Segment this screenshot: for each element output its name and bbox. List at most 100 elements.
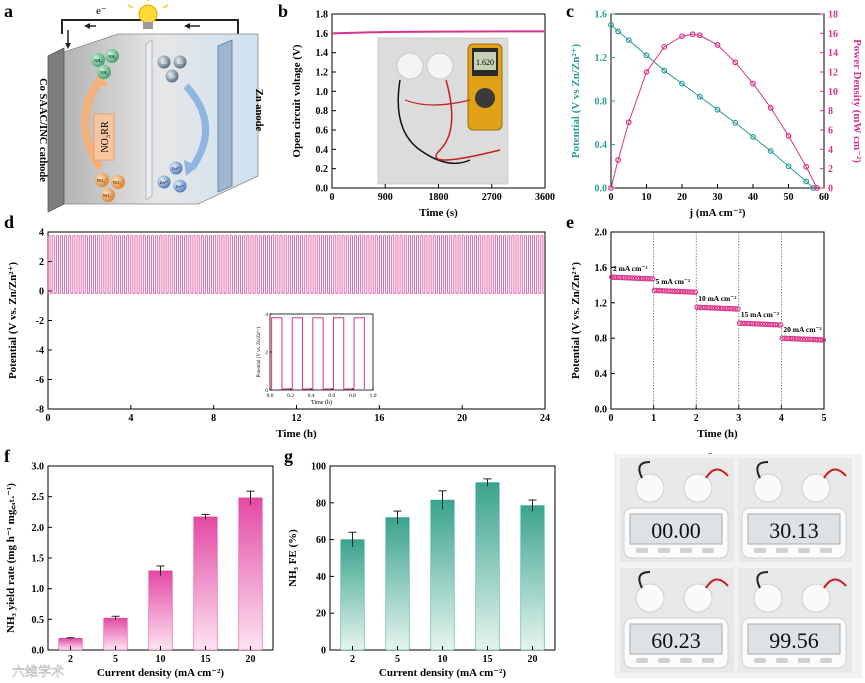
e-point bbox=[807, 336, 814, 343]
c-x-tick-label: 50 bbox=[784, 192, 794, 203]
d-x-tick-label: 4 bbox=[128, 413, 133, 424]
timer-button bbox=[680, 658, 692, 663]
c-x-tick-label: 20 bbox=[677, 192, 687, 203]
e-point bbox=[777, 322, 784, 328]
c-point-left bbox=[625, 37, 632, 43]
cell-cap-left bbox=[635, 473, 665, 503]
black-clip bbox=[756, 571, 769, 589]
c-y2-tick-label: 14 bbox=[828, 48, 838, 59]
d-inset-x-tick-label: 0.0 bbox=[267, 393, 274, 399]
e-y-tick-label: 1.6 bbox=[595, 263, 608, 274]
b-y-tick-label: 0.6 bbox=[316, 126, 329, 137]
f-x-label: Current density (mA cm⁻²) bbox=[97, 667, 224, 679]
electron-label-1: e⁻ bbox=[96, 5, 107, 17]
c-point-left bbox=[810, 185, 817, 191]
e-point bbox=[694, 304, 700, 310]
e-point bbox=[672, 288, 678, 295]
e-point bbox=[629, 275, 636, 281]
e-point bbox=[654, 287, 660, 294]
f-x-tick-label: 20 bbox=[246, 654, 256, 665]
d-inset-y-tick-label: 2 bbox=[265, 350, 268, 356]
g-y-label: NH₃ FE (%) bbox=[287, 529, 299, 587]
e-x-tick-label: 5 bbox=[822, 413, 827, 424]
d-inset-y-label: Potential (V vs. Zn/Zn²⁺) bbox=[256, 326, 262, 377]
c-y-tick-label: 0.8 bbox=[595, 97, 608, 108]
e-point bbox=[656, 287, 663, 294]
d-inset-x-tick-label: 0.4 bbox=[308, 393, 315, 399]
c-point-left bbox=[803, 178, 810, 185]
timer-display bbox=[629, 513, 723, 545]
e-point bbox=[727, 305, 734, 312]
c-point-left bbox=[615, 28, 621, 35]
g-y-tick-label: 20 bbox=[316, 609, 326, 620]
e-point bbox=[724, 305, 731, 312]
electron-arrowhead-mid bbox=[184, 23, 190, 29]
f-x-tick-label: 2 bbox=[68, 654, 73, 665]
e-point bbox=[754, 321, 761, 327]
e-point bbox=[677, 288, 683, 295]
c-x-tick-label: 10 bbox=[642, 192, 652, 203]
c-point-right bbox=[615, 157, 621, 163]
red-clip bbox=[823, 578, 847, 589]
d-x-label: Time (h) bbox=[276, 428, 317, 440]
c-y-tick-label: 0.0 bbox=[595, 184, 608, 195]
e-point bbox=[815, 336, 821, 343]
watermark: 六维学术 bbox=[12, 664, 64, 679]
e-point bbox=[647, 276, 653, 282]
timer-button bbox=[754, 658, 766, 663]
d-inset-y-tick-label: 4 bbox=[265, 312, 268, 318]
f-x-tick-label: 10 bbox=[156, 654, 166, 665]
d-inset-frame bbox=[269, 313, 374, 391]
c-x-tick-label: 40 bbox=[748, 192, 758, 203]
timer-button bbox=[754, 548, 766, 553]
c-y2-label: Power Density (mW cm⁻²) bbox=[851, 39, 863, 163]
c-point-right bbox=[785, 132, 792, 139]
e-point bbox=[799, 336, 806, 342]
e-point bbox=[730, 306, 736, 312]
e-point bbox=[739, 320, 745, 327]
b-y-tick-label: 1.4 bbox=[316, 48, 329, 59]
c-point-right bbox=[814, 185, 820, 191]
panel-b-ocv: b 1.620 0 900 1800 2700 3600 0.0 0.2 0.4 0.6 0.8 1… bbox=[278, 1, 555, 219]
timer-button bbox=[798, 658, 810, 663]
e-point bbox=[765, 321, 771, 328]
d-x-tick-label: 0 bbox=[46, 413, 51, 424]
timer-display bbox=[747, 513, 841, 545]
c-line-right bbox=[610, 33, 818, 189]
b-x-tick-label: 3600 bbox=[535, 192, 555, 203]
no3-ions: NO₃⁻ NO₃⁻ NO₃⁻ bbox=[95, 173, 125, 202]
f-bar bbox=[103, 617, 128, 651]
timer-button bbox=[658, 658, 670, 663]
red-clip bbox=[705, 578, 729, 589]
f-y-tick-label: 1.5 bbox=[32, 554, 45, 565]
timer-button bbox=[658, 548, 670, 553]
separator bbox=[145, 39, 153, 201]
b-ocv-line bbox=[331, 30, 545, 35]
d-x-tick-label: 20 bbox=[457, 413, 467, 424]
d-y-label: Potential (V vs. Zn/Zn²⁺) bbox=[7, 262, 19, 379]
c-y2-tick-label: 18 bbox=[828, 10, 838, 21]
g-y-tick-label: 80 bbox=[316, 498, 326, 509]
e-point bbox=[709, 305, 716, 311]
c-point-right bbox=[803, 163, 810, 170]
c-point-left bbox=[767, 148, 774, 154]
black-clip bbox=[638, 461, 651, 479]
e-x-tick-label: 0 bbox=[609, 413, 614, 424]
e-point bbox=[669, 288, 676, 294]
d-y-tick-label: -4 bbox=[36, 346, 44, 357]
e-point bbox=[682, 288, 688, 295]
b-x-tick-label: 2700 bbox=[482, 192, 502, 203]
e-point bbox=[701, 304, 708, 311]
b-y-tick-label: 0.4 bbox=[316, 145, 329, 156]
timer-button bbox=[680, 548, 692, 553]
e-point bbox=[820, 337, 826, 343]
g-bar bbox=[475, 482, 500, 651]
e-point bbox=[759, 321, 766, 327]
c-point-left bbox=[750, 133, 756, 140]
e-point bbox=[810, 336, 816, 343]
e-point bbox=[794, 336, 801, 342]
svg-text:NH₃: NH₃ bbox=[94, 58, 102, 63]
e-point bbox=[674, 288, 681, 295]
timer-reading: 30.13 bbox=[769, 518, 819, 543]
